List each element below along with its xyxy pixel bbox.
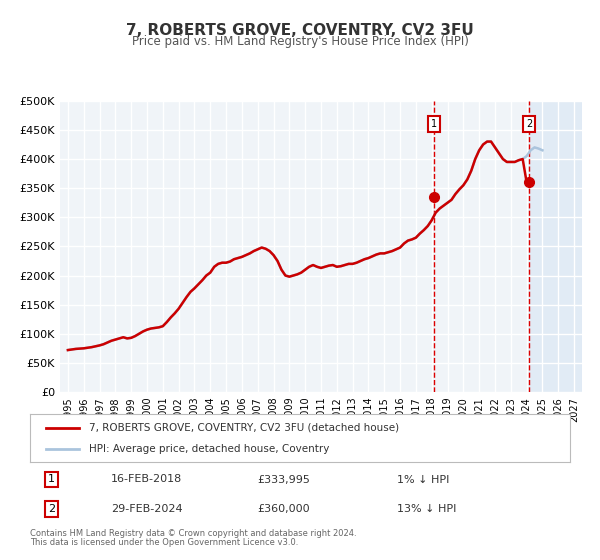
Text: £360,000: £360,000 [257,504,310,514]
Text: HPI: Average price, detached house, Coventry: HPI: Average price, detached house, Cove… [89,444,330,454]
Text: This data is licensed under the Open Government Licence v3.0.: This data is licensed under the Open Gov… [30,538,298,547]
Text: 13% ↓ HPI: 13% ↓ HPI [397,504,457,514]
Text: 16-FEB-2018: 16-FEB-2018 [111,474,182,484]
Text: Price paid vs. HM Land Registry's House Price Index (HPI): Price paid vs. HM Land Registry's House … [131,35,469,49]
Text: £333,995: £333,995 [257,474,310,484]
Bar [529,101,582,392]
Text: 7, ROBERTS GROVE, COVENTRY, CV2 3FU (detached house): 7, ROBERTS GROVE, COVENTRY, CV2 3FU (det… [89,423,400,433]
Text: 1: 1 [431,119,437,129]
Text: 2: 2 [48,504,55,514]
Text: 1% ↓ HPI: 1% ↓ HPI [397,474,449,484]
Text: 1: 1 [48,474,55,484]
Text: 29-FEB-2024: 29-FEB-2024 [111,504,182,514]
Text: 7, ROBERTS GROVE, COVENTRY, CV2 3FU: 7, ROBERTS GROVE, COVENTRY, CV2 3FU [126,24,474,38]
Text: Contains HM Land Registry data © Crown copyright and database right 2024.: Contains HM Land Registry data © Crown c… [30,529,356,538]
Text: 2: 2 [526,119,532,129]
